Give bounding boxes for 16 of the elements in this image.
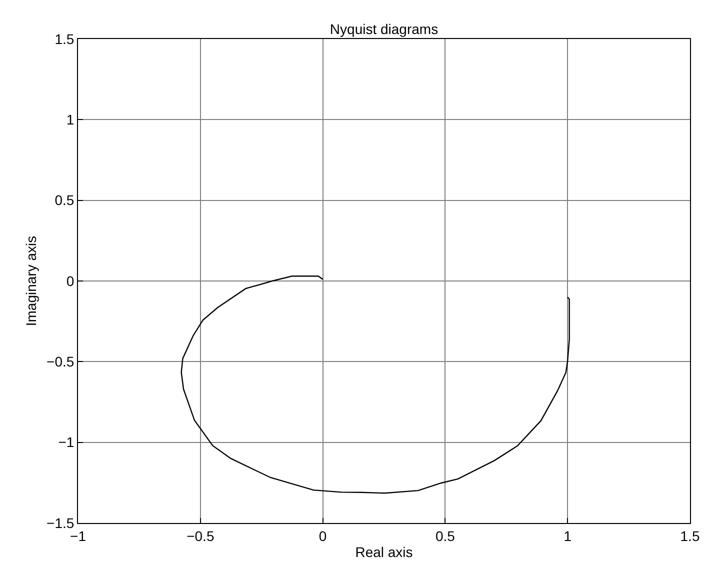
y-tick-label: −0.5 [46,354,74,370]
x-tick-label: 0 [318,528,327,544]
x-tick-label: 0.5 [435,528,456,544]
chart-title: Nyquist diagrams [330,20,438,37]
line-series [180,276,570,494]
y-tick-label: 1.5 [54,30,74,47]
y-axis-title: Imaginary axis [23,236,40,326]
y-tick-label: −1 [58,434,74,450]
y-tick-label: 0.5 [54,192,74,208]
y-tick-label: 0 [66,272,74,289]
x-tick-label: 1 [564,528,572,544]
y-tick-label: −1.5 [46,514,74,531]
x-tick-label: 1.5 [680,528,700,544]
y-tick-label: 1 [66,112,74,128]
x-axis-title: Real axis [355,544,413,560]
x-tick-label: −0.5 [186,528,214,544]
